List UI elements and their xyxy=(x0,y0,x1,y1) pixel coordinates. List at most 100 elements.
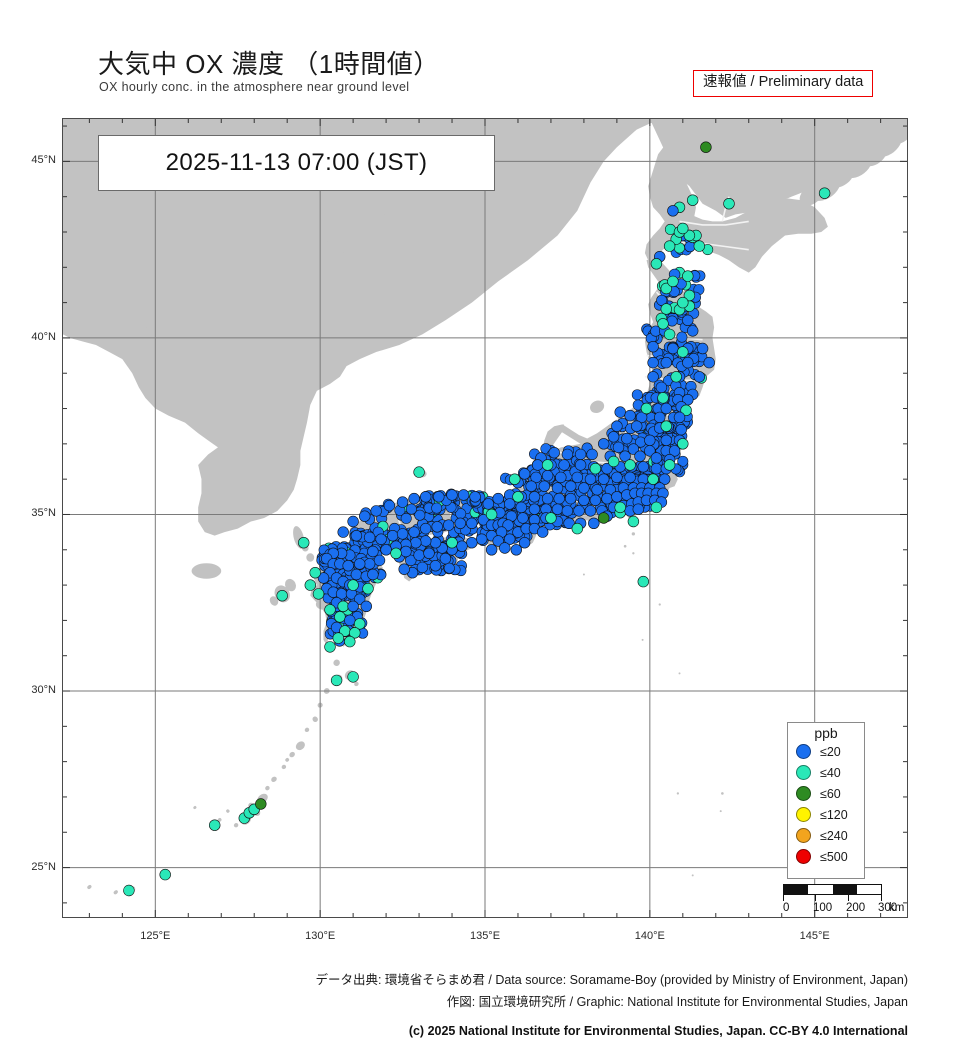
station-point[interactable] xyxy=(525,480,537,492)
station-point[interactable] xyxy=(370,505,382,517)
station-point[interactable] xyxy=(627,443,640,455)
station-point[interactable] xyxy=(561,505,574,517)
station-point[interactable] xyxy=(627,515,640,528)
station-point[interactable] xyxy=(696,342,709,355)
station-point[interactable] xyxy=(423,547,435,559)
station-point[interactable] xyxy=(597,512,610,524)
station-point[interactable] xyxy=(408,526,420,538)
station-point[interactable] xyxy=(597,473,610,485)
station-point[interactable] xyxy=(571,522,583,535)
station-point[interactable] xyxy=(637,461,649,473)
station-point[interactable] xyxy=(400,545,412,558)
station-point[interactable] xyxy=(586,448,598,461)
station-point[interactable] xyxy=(631,389,643,401)
station-point[interactable] xyxy=(416,561,429,574)
station-point[interactable] xyxy=(723,197,735,210)
station-point[interactable] xyxy=(657,392,669,404)
station-point[interactable] xyxy=(682,314,694,327)
station-point[interactable] xyxy=(517,512,529,524)
station-point[interactable] xyxy=(317,572,330,584)
station-point[interactable] xyxy=(611,471,623,484)
station-point[interactable] xyxy=(589,462,602,475)
station-point[interactable] xyxy=(632,503,644,515)
station-point[interactable] xyxy=(634,450,646,462)
station-point[interactable] xyxy=(512,491,524,503)
station-point[interactable] xyxy=(469,491,481,503)
station-point[interactable] xyxy=(684,241,696,253)
station-point[interactable] xyxy=(350,568,363,581)
station-point[interactable] xyxy=(298,537,310,549)
legend-item[interactable]: ≤240 xyxy=(788,825,864,846)
station-point[interactable] xyxy=(597,438,610,450)
station-point[interactable] xyxy=(255,798,267,810)
station-point[interactable] xyxy=(555,471,567,484)
station-point[interactable] xyxy=(660,420,672,432)
station-point[interactable] xyxy=(647,473,659,485)
station-point[interactable] xyxy=(405,503,417,515)
station-point[interactable] xyxy=(405,554,417,567)
station-point[interactable] xyxy=(578,494,590,506)
station-point[interactable] xyxy=(548,447,560,459)
station-point[interactable] xyxy=(337,600,349,612)
station-point[interactable] xyxy=(682,270,694,282)
station-point[interactable] xyxy=(528,491,541,503)
station-point[interactable] xyxy=(660,434,672,446)
station-point[interactable] xyxy=(647,341,659,353)
station-point[interactable] xyxy=(647,371,659,383)
station-point[interactable] xyxy=(660,356,672,369)
station-point[interactable] xyxy=(591,484,603,496)
station-point[interactable] xyxy=(624,471,636,484)
station-point[interactable] xyxy=(398,563,410,575)
station-point[interactable] xyxy=(485,508,498,521)
station-point[interactable] xyxy=(482,498,494,510)
station-point[interactable] xyxy=(499,542,511,554)
station-point[interactable] xyxy=(703,356,715,369)
station-point[interactable] xyxy=(349,627,361,639)
station-point[interactable] xyxy=(650,501,663,514)
station-point[interactable] xyxy=(347,671,359,683)
station-point[interactable] xyxy=(492,535,504,547)
station-point[interactable] xyxy=(686,194,699,206)
station-point[interactable] xyxy=(466,517,478,529)
legend-item[interactable]: ≤20 xyxy=(788,741,864,762)
station-point[interactable] xyxy=(396,528,409,540)
station-point[interactable] xyxy=(680,404,692,416)
station-point[interactable] xyxy=(653,411,666,424)
station-point[interactable] xyxy=(541,492,554,505)
station-point[interactable] xyxy=(367,545,379,558)
station-point[interactable] xyxy=(607,455,620,468)
legend-item[interactable]: ≤40 xyxy=(788,762,864,783)
station-point[interactable] xyxy=(420,522,432,535)
station-point[interactable] xyxy=(655,381,668,394)
station-point[interactable] xyxy=(667,275,679,288)
station-point[interactable] xyxy=(509,473,521,485)
station-point[interactable] xyxy=(667,205,679,217)
station-point[interactable] xyxy=(611,491,623,503)
station-point[interactable] xyxy=(619,450,631,462)
station-point[interactable] xyxy=(578,482,590,494)
station-point[interactable] xyxy=(347,600,359,612)
station-point[interactable] xyxy=(677,296,689,309)
station-point[interactable] xyxy=(309,567,321,579)
station-point[interactable] xyxy=(545,512,557,524)
station-point[interactable] xyxy=(414,509,426,521)
station-point[interactable] xyxy=(644,434,656,446)
station-point[interactable] xyxy=(530,471,542,484)
station-point[interactable] xyxy=(446,537,458,549)
station-point[interactable] xyxy=(359,510,371,522)
station-point[interactable] xyxy=(537,526,549,538)
station-point[interactable] xyxy=(276,590,288,602)
station-point[interactable] xyxy=(363,531,376,544)
station-point[interactable] xyxy=(558,459,570,471)
station-point[interactable] xyxy=(675,424,687,436)
station-point[interactable] xyxy=(667,342,679,355)
station-point[interactable] xyxy=(584,473,597,485)
station-point[interactable] xyxy=(347,579,359,591)
station-point[interactable] xyxy=(324,641,336,653)
station-point[interactable] xyxy=(561,448,574,461)
station-point[interactable] xyxy=(660,303,672,315)
station-point[interactable] xyxy=(660,282,672,295)
station-point[interactable] xyxy=(574,459,587,471)
station-point[interactable] xyxy=(635,411,648,424)
legend-item[interactable]: ≤120 xyxy=(788,804,864,825)
